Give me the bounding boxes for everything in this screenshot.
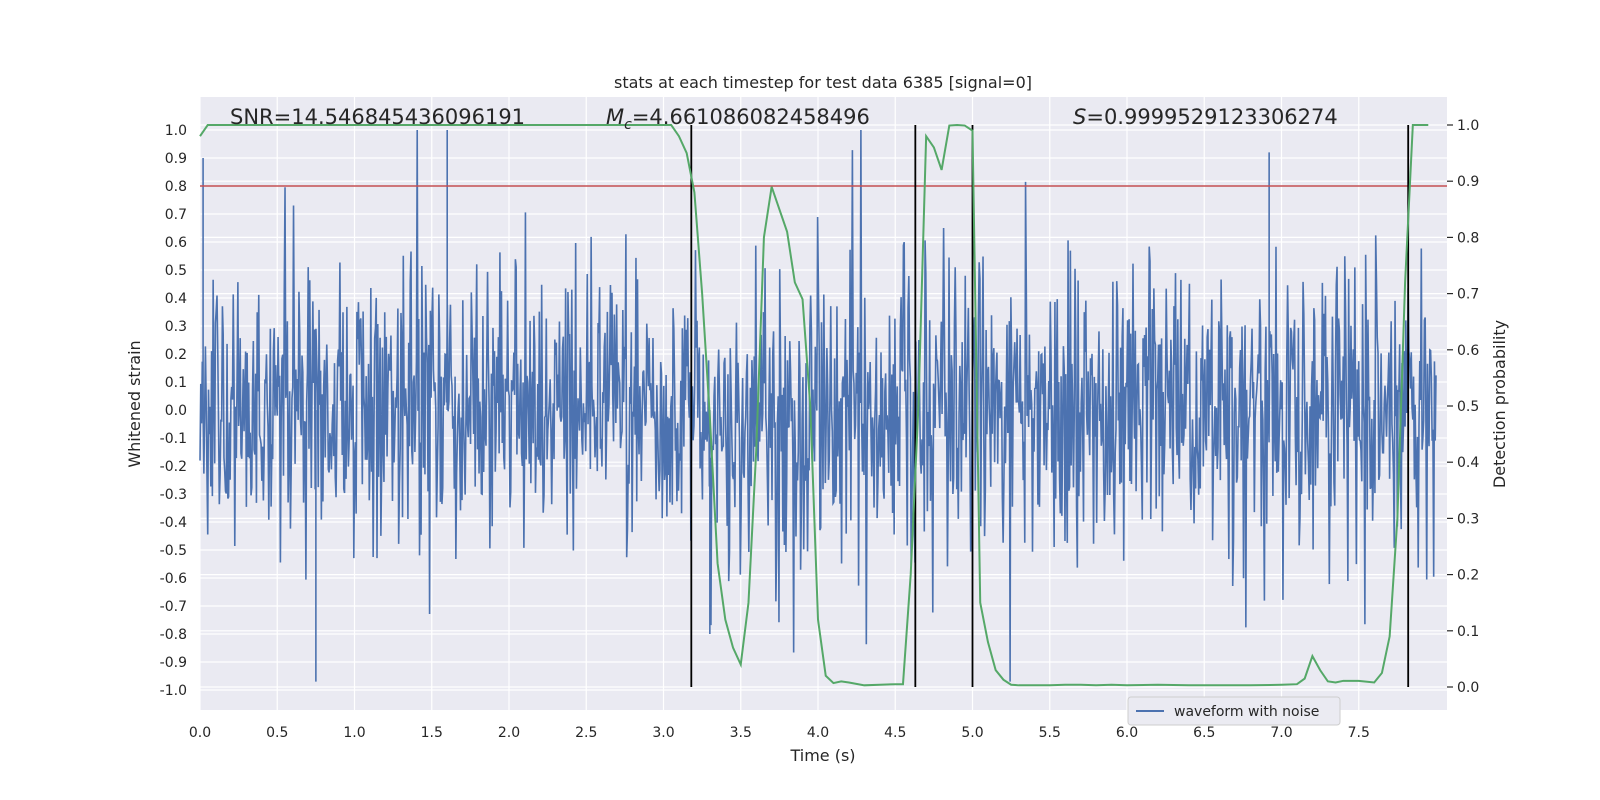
left-tick-label: -0.4 [160,515,187,531]
x-tick-label: 4.5 [884,725,906,741]
legend: waveform with noise [1127,696,1341,726]
left-tick-label: 1.0 [165,123,187,139]
right-tick-label: 0.3 [1457,511,1479,527]
waveform-series [199,129,1437,682]
chirp-mass-annotation: Mc=4.661086082458496 [606,105,870,133]
left-tick-label: -1.0 [160,683,187,699]
x-tick-label: 7.0 [1270,725,1292,741]
right-tick-label: 0.4 [1457,455,1479,471]
x-tick-label: 1.0 [343,725,365,741]
left-tick-label: -0.6 [160,571,187,587]
x-tick-label: 5.0 [961,725,983,741]
y-axis-label-right: Detection probability [1490,320,1509,488]
chart-title: stats at each timestep for test data 638… [614,73,1032,92]
right-tick-label: 1.0 [1457,118,1479,134]
x-tick-label: 7.5 [1348,725,1370,741]
right-tick-label: 0.9 [1457,174,1479,190]
right-tick-label: 0.6 [1457,343,1479,359]
right-tick-label: 0.1 [1457,624,1479,640]
x-axis-label: Time (s) [789,746,855,765]
left-tick-label: 0.5 [165,263,187,279]
mc-subscript: c [624,117,632,133]
x-tick-label: 3.5 [730,725,752,741]
left-tick-label: 0.0 [165,403,187,419]
snr-annotation: SNR=14.546845436096191 [230,105,525,129]
right-tick-label: 0.5 [1457,399,1479,415]
x-tick-label: 6.0 [1116,725,1138,741]
left-tick-label: -0.7 [160,599,187,615]
x-tick-label: 6.5 [1193,725,1215,741]
left-tick-label: 0.3 [165,319,187,335]
left-tick-label: 0.1 [165,375,187,391]
x-tick-label: 5.5 [1039,725,1061,741]
x-tick-label: 3.0 [652,725,674,741]
y-axis-label-left: Whitened strain [125,340,144,467]
legend-label: waveform with noise [1174,704,1319,720]
s-value: =0.9999529123306274 [1086,105,1337,129]
left-tick-label: -0.1 [160,431,187,447]
left-tick-label: -0.8 [160,627,187,643]
s-symbol: S [1073,105,1086,129]
x-tick-label: 2.0 [498,725,520,741]
probability-series [199,123,1429,687]
left-tick-label: 0.9 [165,151,187,167]
x-tick-label: 4.0 [807,725,829,741]
right-tick-label: 0.8 [1457,230,1479,246]
left-tick-label: 0.6 [165,235,187,251]
right-ticks: 1.0 0.9 0.8 0.7 0.6 0.5 0.4 0.3 0.2 0.1 0.0 [1447,118,1479,696]
left-tick-label: -0.2 [160,459,187,475]
x-tick-label: 1.5 [421,725,443,741]
x-tick-label: 2.5 [575,725,597,741]
left-tick-label: 0.8 [165,179,187,195]
legend-box [1127,696,1341,726]
left-tick-label: -0.3 [160,487,187,503]
left-tick-label: 0.7 [165,207,187,223]
mc-value: =4.661086082458496 [632,105,870,129]
left-tick-label: 0.4 [165,291,187,307]
left-tick-label: 0.2 [165,347,187,363]
snr-s-annotation: S=0.9999529123306274 [1073,105,1338,129]
x-tick-label: 0.0 [189,725,211,741]
x-ticks: 0.0 0.5 1.0 1.5 2.0 2.5 3.0 3.5 4.0 4.5 5.0 5.5 6.0 6… [189,725,1370,741]
right-tick-label: 0.2 [1457,568,1479,584]
mc-symbol: M [606,105,624,129]
left-tick-label: -0.9 [160,655,187,671]
x-tick-label: 0.5 [266,725,288,741]
right-tick-label: 0.0 [1457,680,1479,696]
left-ticks: 1.0 0.9 0.8 0.7 0.6 0.5 0.4 0.3 0.2 0.1 0.0 -0.1 -0.… [160,123,187,699]
left-tick-label: -0.5 [160,543,187,559]
right-tick-label: 0.7 [1457,287,1479,303]
waveform-line [199,129,1437,682]
